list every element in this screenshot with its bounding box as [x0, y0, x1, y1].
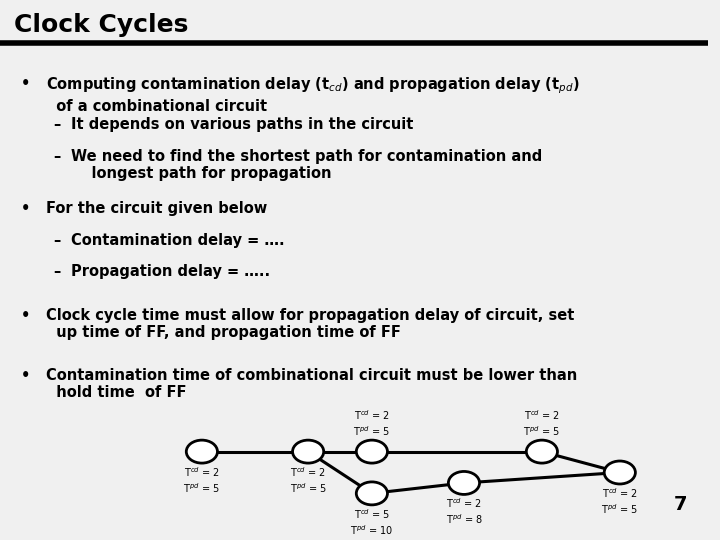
Text: We need to find the shortest path for contamination and
    longest path for pro: We need to find the shortest path for co…	[71, 149, 542, 181]
Text: –: –	[53, 264, 60, 279]
Text: It depends on various paths in the circuit: It depends on various paths in the circu…	[71, 118, 413, 132]
Text: Clock cycle time must allow for propagation delay of circuit, set
  up time of F: Clock cycle time must allow for propagat…	[46, 308, 575, 340]
Text: –: –	[53, 233, 60, 248]
Text: T$^{cd}$ = 2
T$^{pd}$ = 5: T$^{cd}$ = 2 T$^{pd}$ = 5	[354, 408, 390, 438]
Circle shape	[604, 461, 635, 484]
Text: Propagation delay = …..: Propagation delay = …..	[71, 264, 270, 279]
Text: Contamination delay = ….: Contamination delay = ….	[71, 233, 284, 248]
Text: Clock Cycles: Clock Cycles	[14, 13, 189, 37]
Text: •: •	[22, 368, 31, 383]
Text: T$^{cd}$ = 2
T$^{pd}$ = 5: T$^{cd}$ = 2 T$^{pd}$ = 5	[184, 465, 220, 495]
Text: For the circuit given below: For the circuit given below	[46, 201, 267, 216]
Text: T$^{cd}$ = 2
T$^{pd}$ = 5: T$^{cd}$ = 2 T$^{pd}$ = 5	[601, 486, 638, 516]
Circle shape	[292, 440, 324, 463]
Circle shape	[449, 471, 480, 495]
Text: T$^{cd}$ = 2
T$^{pd}$ = 5: T$^{cd}$ = 2 T$^{pd}$ = 5	[289, 465, 327, 495]
Text: –: –	[53, 149, 60, 164]
Circle shape	[186, 440, 217, 463]
Text: T$^{cd}$ = 2
T$^{pd}$ = 8: T$^{cd}$ = 2 T$^{pd}$ = 8	[446, 496, 482, 526]
Text: •: •	[22, 76, 31, 91]
Text: Computing contamination delay (t$_{cd}$) and propagation delay (t$_{pd}$)
  of a: Computing contamination delay (t$_{cd}$)…	[46, 76, 580, 114]
Text: –: –	[53, 118, 60, 132]
Text: •: •	[22, 201, 31, 216]
Text: 7: 7	[674, 495, 687, 514]
Circle shape	[356, 482, 387, 505]
Text: T$^{cd}$ = 5
T$^{pd}$ = 10: T$^{cd}$ = 5 T$^{pd}$ = 10	[351, 507, 393, 537]
Text: Contamination time of combinational circuit must be lower than
  hold time  of F: Contamination time of combinational circ…	[46, 368, 577, 401]
Circle shape	[526, 440, 557, 463]
Text: T$^{cd}$ = 2
T$^{pd}$ = 5: T$^{cd}$ = 2 T$^{pd}$ = 5	[523, 408, 560, 438]
Circle shape	[356, 440, 387, 463]
Text: •: •	[22, 308, 31, 323]
